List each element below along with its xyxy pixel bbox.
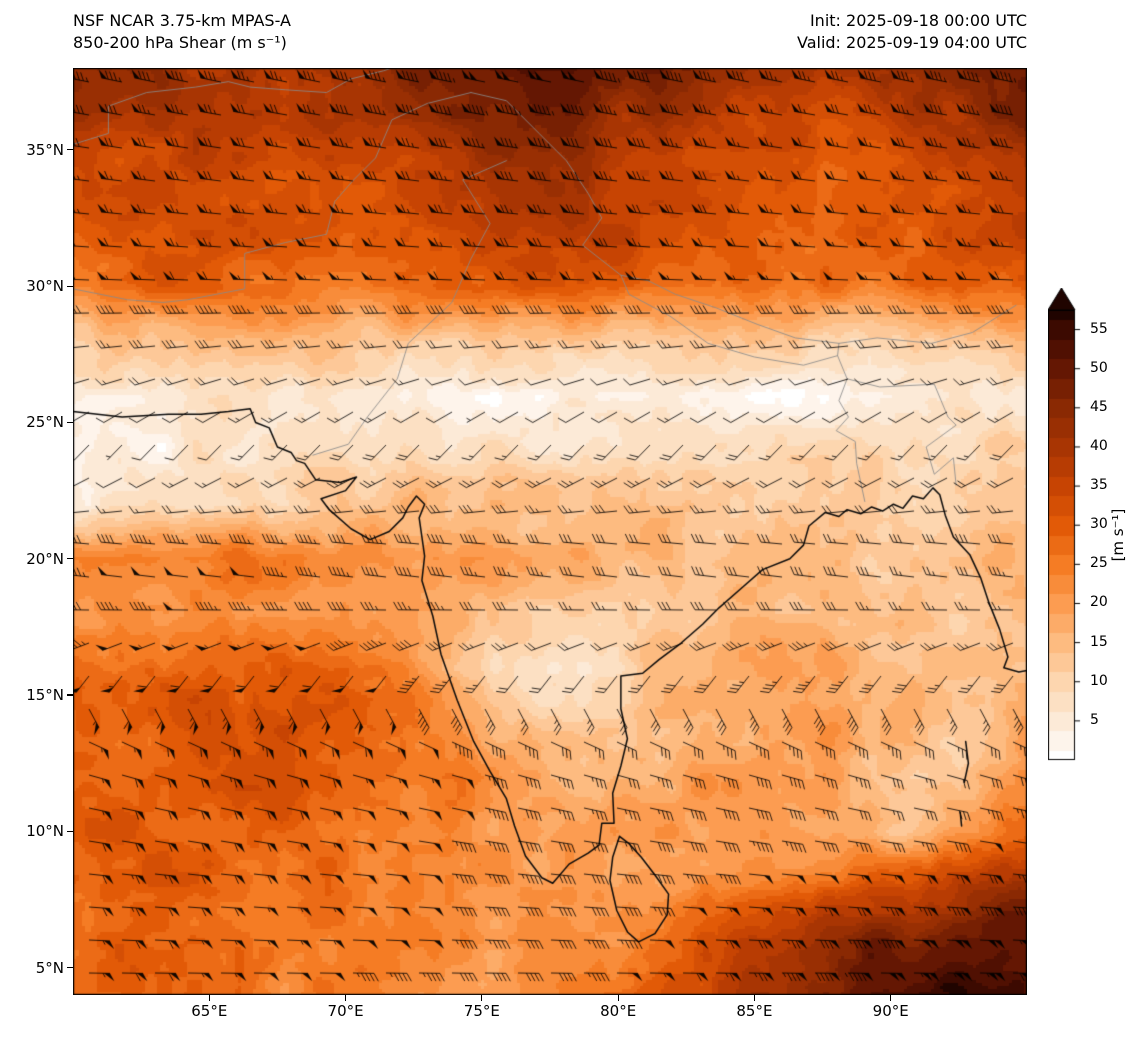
colorbar-tick-label: 55 <box>1090 320 1108 337</box>
y-tick-label: 25°N <box>26 413 64 432</box>
y-tick-mark <box>67 558 73 560</box>
field-title: 850-200 hPa Shear (m s⁻¹) <box>73 33 287 52</box>
colorbar-tick-label: 30 <box>1090 516 1108 533</box>
colorbar <box>1048 288 1082 766</box>
shear-map-canvas <box>73 68 1027 995</box>
y-tick-label: 35°N <box>26 140 64 159</box>
y-tick-mark <box>67 694 73 696</box>
y-tick-label: 30°N <box>26 277 64 296</box>
y-tick-mark <box>67 285 73 287</box>
y-tick-label: 15°N <box>26 686 64 705</box>
colorbar-tick-label: 35 <box>1090 477 1108 494</box>
colorbar-tick-label: 45 <box>1090 398 1108 415</box>
colorbar-unit-label: [m s⁻¹] <box>1109 508 1127 562</box>
y-tick-mark <box>67 967 73 969</box>
x-tick-mark <box>344 995 347 1001</box>
colorbar-tick-label: 25 <box>1090 555 1108 572</box>
y-tick-mark <box>67 830 73 832</box>
colorbar-tick-label: 15 <box>1090 633 1108 650</box>
x-tick-label: 75°E <box>463 1002 500 1020</box>
x-tick-mark <box>890 995 892 1001</box>
init-time-label: Init: 2025-09-18 00:00 UTC <box>809 11 1027 30</box>
y-tick-label: 20°N <box>26 549 64 568</box>
y-tick-label: 10°N <box>26 822 64 841</box>
y-tick-mark <box>67 421 73 424</box>
x-tick-mark <box>481 995 483 1001</box>
x-tick-label: 65°E <box>191 1002 228 1020</box>
colorbar-tick-label: 40 <box>1090 437 1108 454</box>
x-tick-label: 70°E <box>327 1002 364 1020</box>
colorbar-tick-label: 10 <box>1090 672 1108 689</box>
y-tick-mark <box>67 149 73 151</box>
map-plot-area <box>73 68 1027 995</box>
x-tick-mark <box>208 995 210 1001</box>
x-tick-mark <box>617 995 619 1001</box>
colorbar-tick-label: 20 <box>1090 594 1108 611</box>
x-tick-label: 90°E <box>872 1002 909 1020</box>
colorbar-tick-label: 5 <box>1090 711 1099 728</box>
colorbar-tick-label: 50 <box>1090 359 1108 376</box>
model-title: NSF NCAR 3.75-km MPAS-A <box>73 11 291 30</box>
valid-time-label: Valid: 2025-09-19 04:00 UTC <box>796 33 1027 52</box>
x-tick-label: 85°E <box>736 1002 773 1020</box>
x-tick-label: 80°E <box>600 1002 637 1020</box>
x-tick-mark <box>753 995 756 1001</box>
y-tick-label: 5°N <box>35 958 64 977</box>
